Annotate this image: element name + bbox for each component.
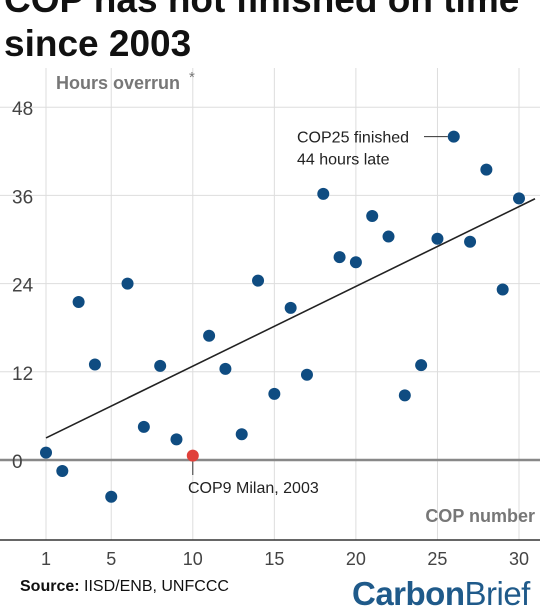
x-tick-label: 1 [41, 549, 51, 569]
x-tick-label: 10 [183, 549, 203, 569]
chart-title-line-2: since 2003 [4, 23, 192, 64]
data-points [40, 130, 525, 503]
annotations: COP25 finished 44 hours late COP9 Milan, 2… [188, 130, 448, 497]
x-tick-label: 30 [509, 549, 529, 569]
data-point [203, 329, 216, 342]
x-tick-label: 20 [346, 549, 366, 569]
data-point [105, 490, 118, 503]
source-note: Source: IISD/ENB, UNFCCC [20, 578, 229, 596]
carbonbrief-logo: CarbonBrief [352, 574, 530, 614]
x-tick-label: 15 [264, 549, 284, 569]
data-point-highlighted [186, 449, 199, 462]
annotation-text-cop25: 44 hours late [297, 152, 390, 169]
logo-part-2: Brief [464, 575, 531, 612]
data-point [333, 251, 346, 264]
trendline-group [45, 198, 536, 439]
data-point [252, 274, 265, 287]
data-point [284, 301, 297, 314]
data-point [268, 387, 281, 400]
data-point [398, 389, 411, 402]
data-point [447, 130, 460, 143]
chart-title-line-1: COP has not finished on time [4, 0, 556, 22]
data-point [235, 428, 248, 441]
y-tick-label: 36 [12, 187, 33, 208]
x-tick-label: 5 [106, 549, 116, 569]
annotation-text-cop9: COP9 Milan, 2003 [188, 480, 319, 497]
data-point [170, 433, 183, 446]
data-point [317, 187, 330, 200]
trendline [45, 198, 536, 439]
chart-title: COP has not finished on time since 2003 [4, 0, 556, 66]
data-point [464, 235, 477, 248]
axis-labels: Hours overrun * COP number [56, 69, 535, 526]
x-tick-label: 25 [427, 549, 447, 569]
y-tick-label: 24 [12, 276, 34, 297]
data-point [300, 368, 313, 381]
y-tick-label: 48 [12, 99, 33, 120]
data-point [154, 359, 167, 372]
data-point [382, 230, 395, 243]
data-point [496, 283, 509, 296]
y-axis-label: Hours overrun [56, 73, 180, 93]
source-text: IISD/ENB, UNFCCC [79, 578, 229, 595]
y-axis-label-marker: * [189, 69, 195, 86]
data-point [431, 232, 444, 245]
gridlines [0, 68, 540, 541]
source-label: Source: [20, 578, 80, 595]
data-point [121, 277, 134, 290]
data-point [513, 192, 525, 205]
data-point [349, 256, 362, 269]
data-point [88, 358, 101, 371]
data-point [366, 209, 379, 222]
data-point [137, 420, 150, 433]
data-point [415, 359, 428, 372]
data-point [56, 465, 69, 478]
data-point [72, 295, 85, 308]
annotation-text-cop25: COP25 finished [297, 130, 409, 147]
y-tick-label: 0 [12, 452, 23, 473]
data-point [480, 163, 493, 176]
data-point [219, 362, 232, 375]
logo-part-1: Carbon [352, 575, 465, 612]
x-axis-label: COP number [425, 506, 535, 526]
y-tick-label: 12 [12, 364, 33, 385]
data-point [40, 446, 52, 459]
